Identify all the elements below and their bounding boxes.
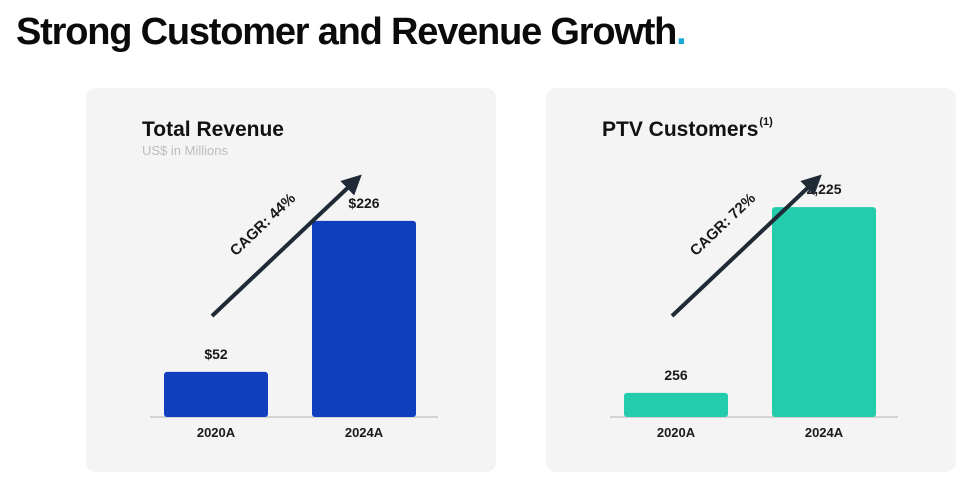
customers-value-label-2020A: 256 — [664, 367, 688, 383]
page-title-text: Strong Customer and Revenue Growth — [16, 11, 677, 53]
revenue-chart-card: Total Revenue US$ in Millions $52 2020A $2… — [86, 88, 496, 472]
customers-bar-2020A — [624, 392, 728, 417]
revenue-bar-2024A — [312, 220, 416, 417]
customers-x-tick-2020A: 2020A — [657, 425, 696, 440]
revenue-value-label-2020A: $52 — [204, 346, 228, 362]
revenue-x-tick-2024A: 2024A — [345, 425, 384, 440]
customers-chart-title: PTV Customers(1) — [602, 116, 773, 142]
customers-cagr-annotation: CAGR: 72% — [687, 190, 759, 260]
customers-chart-card: PTV Customers(1) 256 2020A 2,225 2024A CAGR:… — [546, 88, 956, 472]
customers-x-tick-2024A: 2024A — [805, 425, 844, 440]
revenue-chart-title: Total Revenue — [142, 118, 284, 142]
revenue-chart: $52 2020A $226 2024A CAGR: 44% — [150, 174, 438, 440]
revenue-chart-title-text: Total Revenue — [142, 118, 284, 141]
revenue-chart-subtitle: US$ in Millions — [142, 143, 228, 158]
revenue-cagr-annotation: CAGR: 44% — [227, 190, 299, 260]
revenue-value-label-2024A: $226 — [348, 195, 379, 211]
customers-chart-title-text: PTV Customers — [602, 118, 759, 141]
title-accent-dot: . — [676, 11, 687, 53]
revenue-cagr-arrow — [210, 174, 362, 318]
customers-cagr-arrow — [670, 174, 822, 318]
revenue-x-tick-2020A: 2020A — [197, 425, 236, 440]
customers-title-footnote: (1) — [759, 116, 773, 128]
customers-bar-2024A — [772, 207, 876, 417]
page-title: Strong Customer and Revenue Growth. — [16, 8, 687, 56]
revenue-bar-2020A — [164, 371, 268, 417]
